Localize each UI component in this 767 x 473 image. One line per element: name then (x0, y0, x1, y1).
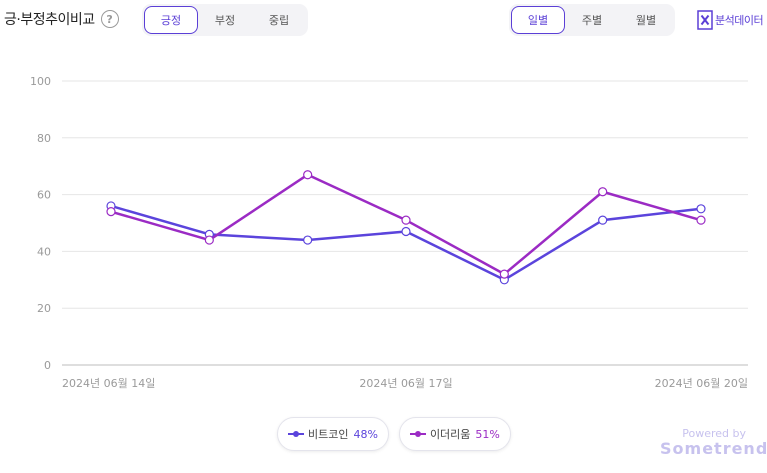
y-tick-label: 80 (37, 132, 51, 145)
help-icon[interactable]: ? (100, 10, 119, 28)
export-label: 분석데이터 (715, 14, 764, 27)
data-point-series-0 (303, 235, 313, 245)
legend-line-marker (409, 431, 426, 437)
legend-label: 비트코인 (308, 428, 349, 441)
tab-weekly[interactable]: 주별 (581, 14, 603, 27)
data-point-series-1 (204, 235, 214, 245)
legend-item-ethereum[interactable]: 이더리움 51% (398, 417, 511, 451)
legend-percent: 48% (353, 427, 378, 441)
data-point-series-0 (696, 204, 706, 214)
data-point-series-1 (401, 215, 411, 225)
legend-percent: 51% (475, 427, 500, 441)
tab-negative[interactable]: 부정 (214, 14, 236, 27)
data-point-series-0 (401, 226, 411, 237)
tab-neutral[interactable]: 중립 (268, 14, 290, 27)
y-tick-label: 40 (37, 245, 51, 258)
data-point-series-1 (106, 207, 116, 217)
tab-positive[interactable]: 긍정 (144, 6, 198, 34)
data-point-series-1 (696, 215, 706, 225)
legend-line-marker (288, 431, 304, 437)
period-toggle: 일별 주별 월별 (509, 4, 675, 36)
export-data-button[interactable]: 분석데이터 (697, 10, 764, 30)
sentiment-toggle: 긍정 부정 중립 (142, 4, 308, 36)
x-tick-label: 2024년 06월 17일 (359, 376, 452, 390)
excel-icon (697, 10, 713, 30)
brand-logo: Sometrend (660, 439, 767, 458)
y-tick-label: 0 (44, 359, 51, 372)
legend-item-bitcoin[interactable]: 비트코인 48% (277, 417, 389, 451)
chart-header: 긍·부정추이비교 ? (4, 9, 119, 29)
x-tick-label: 2024년 06월 20일 (655, 376, 748, 390)
data-point-series-1 (598, 187, 608, 197)
data-point-series-1 (303, 170, 313, 180)
tab-daily[interactable]: 일별 (511, 6, 565, 34)
brand-watermark: Powered by Sometrend (660, 427, 767, 458)
data-point-series-0 (598, 215, 608, 225)
data-point-series-1 (499, 269, 509, 279)
tab-monthly[interactable]: 월별 (635, 14, 657, 27)
y-tick-label: 20 (37, 302, 51, 315)
x-tick-label: 2024년 06월 14일 (62, 376, 155, 390)
y-tick-label: 60 (37, 189, 51, 202)
page-title: 긍·부정추이비교 (4, 12, 95, 28)
legend-label: 이더리움 (429, 428, 471, 441)
powered-by-label: Powered by (682, 427, 747, 440)
y-tick-label: 100 (30, 75, 51, 88)
chart-legend: 비트코인 48% 이더리움 51% (277, 417, 511, 451)
